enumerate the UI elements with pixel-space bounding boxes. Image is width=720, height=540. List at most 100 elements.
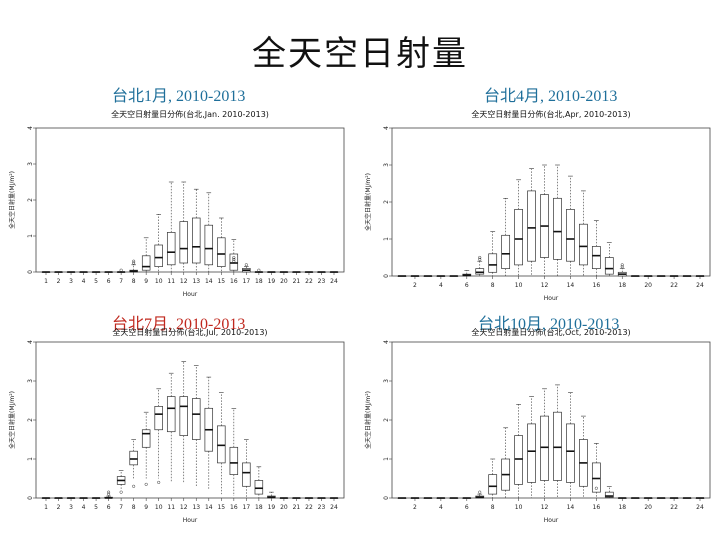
y-axis-label: 全天空日射量(MJ/m²) <box>8 171 16 229</box>
x-tick-label: 14 <box>205 504 213 511</box>
outlier-point <box>132 261 136 265</box>
box-hour-8 <box>129 439 138 488</box>
outlier-point <box>620 265 624 269</box>
box-hour-10 <box>514 404 523 498</box>
box <box>527 423 536 483</box>
plot-frame <box>391 341 711 499</box>
y-axis-label: 全天空日射量(MJ/m²) <box>8 391 16 449</box>
x-tick-label: 6 <box>465 504 469 511</box>
x-tick-label: 1 <box>44 278 48 285</box>
x-tick-label: 15 <box>217 504 225 511</box>
box <box>553 411 562 481</box>
y-tick-label: 2 <box>383 418 390 422</box>
box-hour-7 <box>475 490 485 499</box>
box <box>229 446 239 475</box>
x-tick-label: 1 <box>44 504 48 511</box>
box-hour-17 <box>604 486 614 498</box>
x-tick-label: 21 <box>293 504 301 511</box>
x-tick-label: 8 <box>132 278 136 285</box>
x-tick-label: 8 <box>132 504 136 511</box>
box-hour-9 <box>501 198 511 276</box>
box <box>141 429 151 448</box>
y-tick-label: 1 <box>27 457 34 461</box>
x-tick-label: 4 <box>439 282 443 289</box>
box-hour-18 <box>617 263 627 277</box>
x-tick-label: 5 <box>94 504 98 511</box>
x-tick-label: 11 <box>167 504 175 511</box>
chart-title: 全天空日射量日分佈(台北,Oct, 2010-2013) <box>471 327 630 337</box>
box-hour-15 <box>579 190 588 276</box>
box-hour-7 <box>116 268 126 273</box>
box-hour-14 <box>566 392 575 498</box>
box-hour-9 <box>141 411 151 486</box>
chart-title: 全天空日射量日分佈(台北,Jul, 2010-2013) <box>112 327 267 337</box>
box-hour-15 <box>579 415 588 498</box>
outlier-point <box>132 484 136 488</box>
x-tick-label: 10 <box>515 504 523 511</box>
y-tick-label: 0 <box>383 274 390 278</box>
y-tick-label: 1 <box>383 237 390 241</box>
box-hour-12 <box>540 164 549 276</box>
plot-frame <box>35 127 345 273</box>
x-tick-label: 22 <box>305 504 313 511</box>
box-hour-10 <box>514 179 523 276</box>
y-tick-label: 2 <box>27 198 34 202</box>
x-tick-label: 2 <box>413 282 417 289</box>
section-label-jul: 台北7月, 2010-2013 <box>112 316 246 333</box>
chart-panel-jul: 全天空日射量日分佈(台北,Jul, 2010-2013) 0 1 2 3 4 1 2 3 4 5 6 7… <box>0 322 352 536</box>
box <box>217 425 226 464</box>
box <box>204 224 214 266</box>
outlier-point <box>107 492 111 496</box>
x-tick-label: 3 <box>69 278 73 285</box>
outlier-point <box>119 268 123 272</box>
box-hour-14 <box>204 192 214 272</box>
chart-title: 全天空日射量日分佈(台北,Jan. 2010-2013) <box>111 109 269 119</box>
box <box>527 190 536 262</box>
section-label-oct: 台北10月, 2010-2013 <box>478 316 620 333</box>
box <box>254 480 264 495</box>
box <box>129 450 138 466</box>
box <box>566 209 575 262</box>
x-tick-label: 19 <box>268 278 276 285</box>
x-tick-label: 13 <box>192 504 200 511</box>
box-hour-17 <box>242 439 251 498</box>
box-hour-19 <box>267 491 276 499</box>
box-hour-16 <box>591 443 601 498</box>
box <box>179 221 188 264</box>
y-tick-label: 4 <box>27 126 34 130</box>
box-hour-9 <box>141 237 151 272</box>
x-tick-label: 20 <box>280 504 288 511</box>
box-hour-10 <box>154 214 163 272</box>
x-tick-label: 9 <box>144 504 148 511</box>
box <box>242 462 251 487</box>
outlier-point <box>594 486 598 490</box>
x-tick-label: 12 <box>541 504 549 511</box>
x-tick-label: 20 <box>280 278 288 285</box>
box-hour-18 <box>254 466 264 498</box>
box <box>141 255 151 271</box>
y-tick-label: 4 <box>383 126 390 130</box>
x-tick-label: 10 <box>155 278 163 285</box>
outlier-point <box>244 263 248 267</box>
x-tick-label: 12 <box>180 278 188 285</box>
box <box>179 396 188 436</box>
box <box>488 253 498 273</box>
outlier-point <box>257 268 261 272</box>
y-tick-label: 2 <box>383 200 390 204</box>
box-hour-6 <box>104 490 113 499</box>
x-tick-label: 7 <box>119 504 123 511</box>
x-tick-label: 21 <box>293 278 301 285</box>
x-tick-label: 8 <box>491 282 495 289</box>
outlier-point <box>107 490 111 494</box>
box <box>154 405 163 431</box>
box <box>591 462 601 493</box>
x-tick-label: 6 <box>107 278 111 285</box>
box-hour-8 <box>488 231 498 276</box>
box-hour-11 <box>527 396 536 498</box>
x-tick-label: 8 <box>491 504 495 511</box>
box <box>553 197 562 260</box>
box-hour-13 <box>553 164 562 276</box>
x-tick-label: 18 <box>618 504 626 511</box>
